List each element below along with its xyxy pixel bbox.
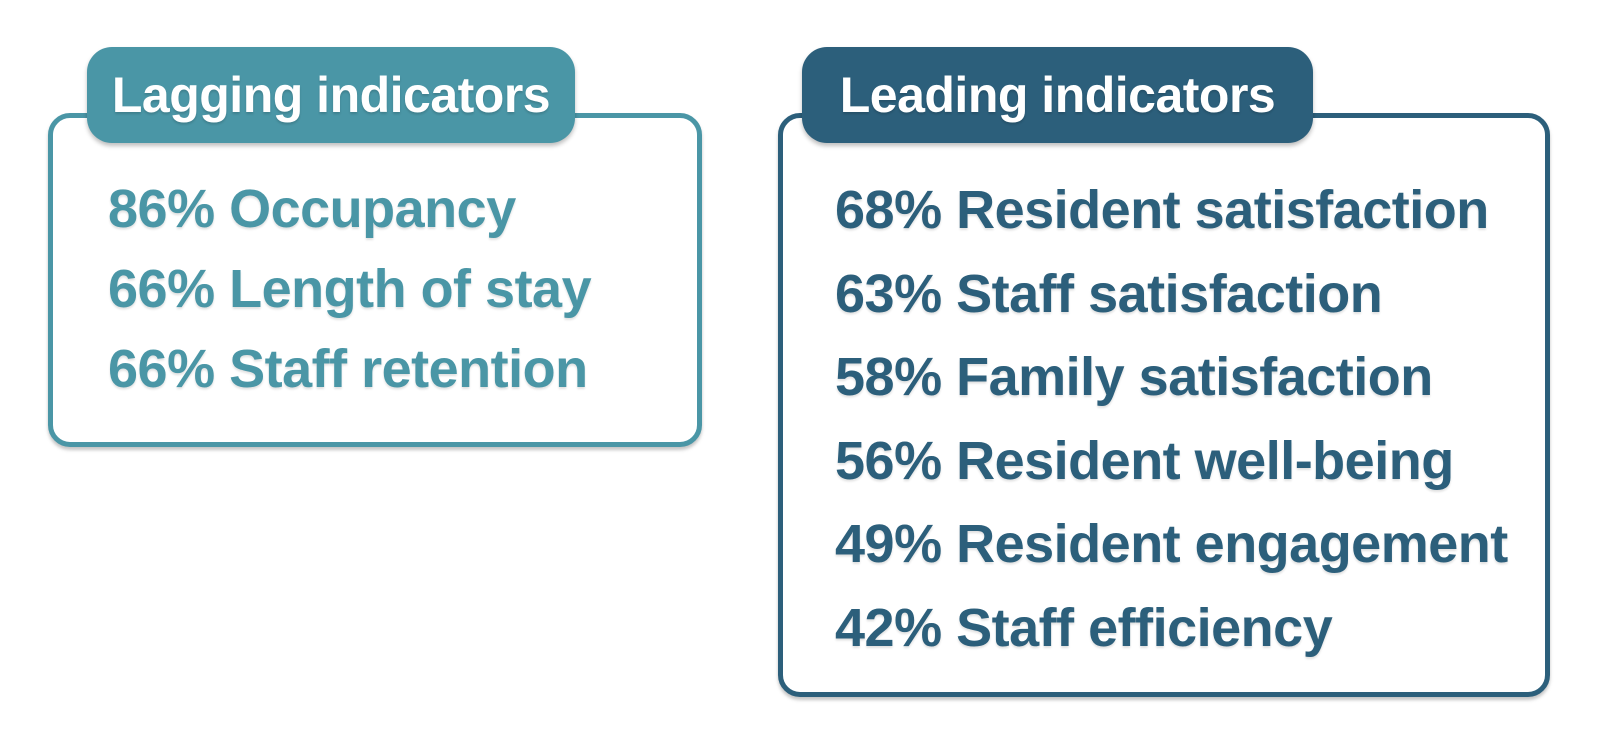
indicator-percent: 63% (835, 263, 942, 324)
leading-indicators-box (778, 113, 1550, 697)
indicator-percent: 58% (835, 347, 942, 407)
indicator-item: 68% Resident satisfaction (835, 169, 1508, 253)
leading-indicator-list: 68% Resident satisfaction 63% Staff sati… (835, 169, 1508, 670)
indicator-percent: 68% (835, 180, 942, 240)
indicator-label: Length of stay (229, 259, 592, 319)
indicator-item: 56% Resident well-being (835, 420, 1508, 504)
indicator-label: Staff efficiency (956, 597, 1333, 658)
indicator-label: Staff satisfaction (956, 263, 1383, 324)
indicator-item: 66% Length of stay (108, 249, 592, 329)
indicator-label: Resident well-being (956, 430, 1454, 491)
indicator-item: 42% Staff efficiency (835, 587, 1508, 671)
indicator-percent: 66% (108, 339, 215, 399)
indicator-item: 63% Staff satisfaction (835, 253, 1508, 337)
indicator-label: Resident satisfaction (956, 180, 1489, 240)
indicator-label: Family satisfaction (956, 347, 1433, 407)
leading-indicators-title: Leading indicators (839, 67, 1276, 123)
indicator-percent: 56% (835, 430, 942, 491)
indicator-label: Staff retention (229, 339, 588, 399)
indicator-item: 86% Occupancy (108, 169, 591, 249)
leading-indicators-header: Leading indicators (802, 47, 1313, 143)
lagging-indicator-list: 86% Occupancy 66% Length of stay 66% Sta… (108, 169, 592, 409)
indicator-percent: 86% (108, 179, 215, 239)
lagging-indicators-title: Lagging indicators (111, 67, 551, 123)
indicator-item: 49% Resident engagement (835, 503, 1508, 587)
indicator-label: Occupancy (229, 179, 516, 239)
indicator-label: Resident engagement (956, 514, 1508, 574)
indicator-percent: 49% (835, 514, 942, 574)
indicator-item: 66% Staff retention (108, 329, 591, 409)
indicator-percent: 66% (108, 259, 215, 319)
indicator-percent: 42% (835, 597, 942, 658)
indicator-item: 58% Family satisfaction (835, 336, 1508, 420)
lagging-indicators-header: Lagging indicators (87, 47, 575, 143)
